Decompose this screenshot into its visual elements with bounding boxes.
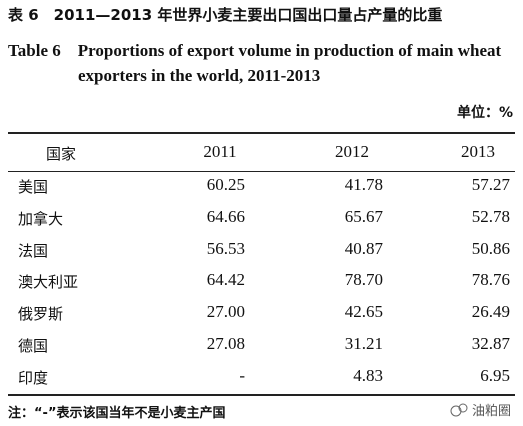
table-cell: 78.70 [344, 270, 383, 290]
table-cell: 78.76 [471, 270, 510, 290]
table-rule [8, 132, 515, 134]
table-cell: 57.27 [471, 175, 510, 194]
table-cell: 32.87 [471, 334, 510, 353]
row-label: 俄罗斯 [18, 305, 64, 324]
table-cell: 26.49 [471, 302, 510, 322]
table-rule [8, 171, 515, 172]
row-label: 加拿大 [18, 209, 64, 228]
table-cell: 56.53 [206, 238, 245, 258]
note: 注：“-”表示该国当年不是小麦主产国 [8, 406, 226, 421]
column-header: 2012 [335, 142, 369, 161]
table-cell: 31.21 [344, 334, 383, 353]
table-cell: 6.95 [480, 365, 510, 385]
row-label: 德国 [18, 337, 49, 355]
row-label: 法国 [18, 241, 49, 260]
table-cell: 50.86 [471, 238, 510, 258]
table-cell: 40.87 [344, 238, 383, 258]
table-cell: 4.83 [353, 365, 383, 385]
table-cell: 27.08 [206, 334, 245, 353]
table-cell: 64.66 [206, 206, 245, 226]
table-cell: 64.42 [206, 270, 245, 290]
watermark-text: 油粕圈 [471, 404, 511, 419]
table-cell: 27.00 [206, 302, 245, 322]
title-cn: 表 6 2011—2013 年世界小麦主要出口国出口量占产量的比重 [8, 6, 443, 24]
column-header: 2011 [203, 142, 237, 161]
row-label: 美国 [18, 178, 49, 196]
row-label: 印度 [18, 368, 49, 387]
column-header: 2013 [461, 142, 495, 161]
title-en: exporters in the world, 2011-2013 [78, 66, 321, 85]
unit: 单位：% [456, 105, 513, 121]
table-cell: 41.78 [344, 175, 383, 194]
table-cell: - [239, 365, 245, 385]
row-label: 澳大利亚 [18, 273, 79, 292]
table-cell: 42.65 [344, 302, 383, 322]
table-cell: 65.67 [344, 206, 383, 226]
watermark-icon [450, 403, 468, 416]
table-rule [8, 394, 515, 396]
watermark: 油粕圈 [450, 400, 511, 419]
column-header: 国家 [46, 145, 77, 163]
title-en: Table 6 Proportions of export volume in … [8, 41, 502, 60]
table-cell: 52.78 [471, 206, 510, 226]
table-cell: 60.25 [206, 175, 245, 194]
